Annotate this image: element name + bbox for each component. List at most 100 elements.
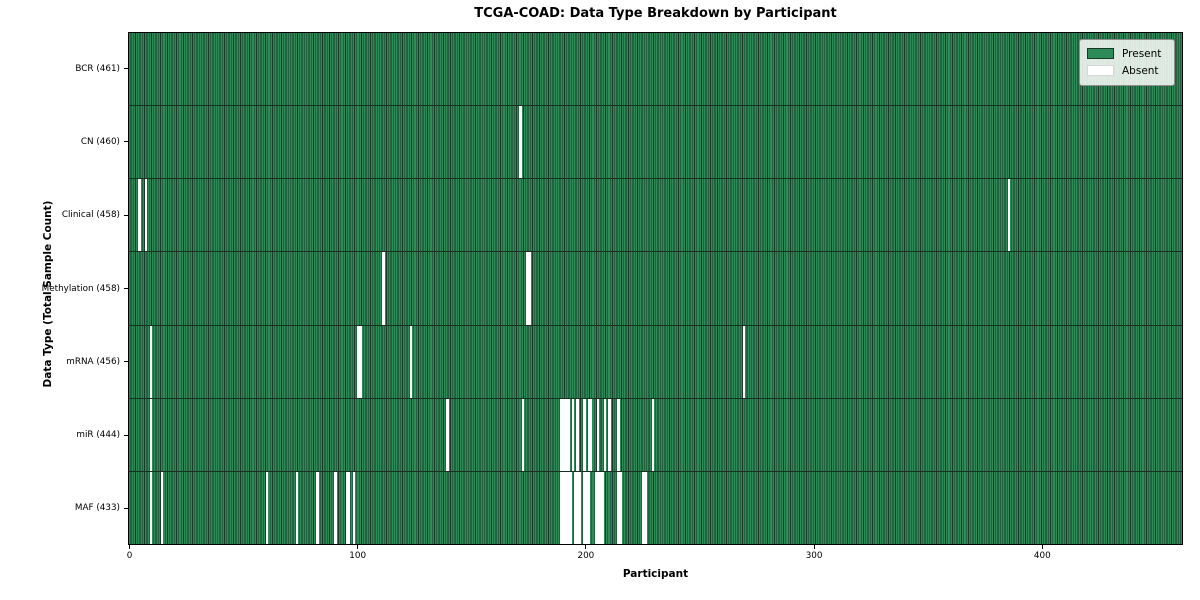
absent-gap	[619, 471, 623, 544]
x-tick-label-100: 100	[349, 551, 367, 561]
absent-gap	[589, 398, 593, 471]
absent-gap	[359, 325, 362, 398]
absent-gap	[596, 471, 600, 544]
absent-gap	[617, 398, 620, 471]
y-tick-mark	[123, 434, 128, 436]
y-tick-mark	[123, 68, 128, 70]
heatmap-rows	[129, 33, 1182, 544]
absent-gap	[587, 471, 591, 544]
x-tick-mark	[1041, 545, 1043, 549]
absent-gap	[583, 398, 586, 471]
absent-gap	[560, 398, 563, 471]
absent-gap	[576, 398, 579, 471]
y-tick-label-maf: MAF (433)	[74, 503, 120, 514]
legend-label-present: Present	[1122, 47, 1162, 60]
y-tick-label-methylation: Methylation (458)	[41, 283, 120, 294]
absent-gap	[348, 471, 351, 544]
x-tick-mark	[585, 545, 587, 549]
absent-gap	[571, 398, 575, 471]
legend-item-present: Present	[1087, 45, 1167, 62]
absent-gap	[138, 179, 141, 252]
absent-gap	[352, 471, 356, 544]
heatmap-row-cn	[129, 105, 1182, 179]
absent-gap	[526, 252, 529, 325]
absent-gap	[144, 179, 148, 252]
chart-title: TCGA-COAD: Data Type Breakdown by Partic…	[474, 6, 837, 21]
absent-gap	[316, 471, 319, 544]
absent-gap	[583, 471, 586, 544]
y-tick-label-mrna: mRNA (456)	[66, 356, 120, 367]
absent-gap	[149, 471, 152, 544]
y-tick-label-mir: miR (444)	[76, 430, 120, 441]
absent-gap	[357, 325, 360, 398]
absent-gap	[742, 325, 746, 398]
absent-gap	[601, 471, 604, 544]
absent-gap	[585, 471, 588, 544]
heatmap-row-bcr	[129, 33, 1182, 106]
absent-gap	[562, 398, 565, 471]
x-tick-label-0: 0	[126, 551, 133, 561]
legend: Present Absent	[1079, 39, 1175, 86]
heatmap-row-mir	[129, 397, 1182, 471]
absent-gap	[564, 398, 568, 471]
absent-swatch	[1087, 65, 1114, 76]
y-tick-mark	[123, 141, 128, 143]
absent-gap	[587, 398, 591, 471]
absent-gap	[446, 398, 449, 471]
y-tick-mark	[123, 288, 128, 289]
y-tick-mark	[123, 361, 128, 363]
absent-gap	[642, 471, 645, 544]
heatmap-row-mrna	[129, 324, 1182, 398]
absent-gap	[149, 325, 152, 398]
absent-gap	[528, 252, 531, 325]
absent-gap	[567, 398, 570, 471]
absent-gap	[521, 398, 524, 471]
absent-gap	[596, 398, 600, 471]
absent-gap	[617, 471, 620, 544]
heatmap-row-clinical	[129, 178, 1182, 252]
absent-gap	[382, 252, 385, 325]
absent-gap	[594, 471, 597, 544]
legend-item-absent: Absent	[1087, 62, 1167, 79]
absent-gap	[560, 471, 563, 544]
legend-label-absent: Absent	[1122, 64, 1159, 77]
absent-gap	[345, 471, 349, 544]
absent-gap	[644, 471, 648, 544]
x-tick-label-200: 200	[577, 551, 595, 561]
y-tick-mark	[123, 214, 128, 216]
absent-gap	[160, 471, 164, 544]
absent-gap	[1007, 179, 1010, 252]
heatmap-row-maf	[129, 470, 1182, 544]
x-tick-label-400: 400	[1033, 551, 1051, 561]
plot-area: Present Absent	[128, 32, 1183, 545]
absent-gap	[562, 471, 565, 544]
y-tick-label-clinical: Clinical (458)	[61, 210, 120, 221]
y-tick-label-cn: CN (460)	[80, 136, 120, 147]
x-tick-mark	[813, 545, 815, 549]
x-tick-mark	[129, 545, 130, 549]
y-tick-label-bcr: BCR (461)	[75, 63, 120, 74]
absent-gap	[564, 471, 568, 544]
absent-gap	[567, 471, 570, 544]
absent-gap	[295, 471, 298, 544]
absent-gap	[608, 398, 611, 471]
absent-gap	[578, 471, 581, 544]
absent-gap	[599, 471, 602, 544]
absent-gap	[149, 398, 152, 471]
absent-gap	[576, 471, 579, 544]
x-axis-title: Participant	[622, 568, 689, 580]
x-tick-mark	[357, 545, 359, 549]
absent-gap	[569, 471, 572, 544]
absent-gap	[651, 398, 654, 471]
absent-gap	[334, 471, 337, 544]
absent-gap	[519, 106, 522, 179]
absent-gap	[409, 325, 413, 398]
absent-gap	[265, 471, 269, 544]
x-tick-label-300: 300	[805, 551, 823, 561]
absent-gap	[573, 471, 577, 544]
heatmap-row-methylation	[129, 251, 1182, 325]
absent-gap	[603, 398, 607, 471]
y-tick-mark	[123, 507, 128, 509]
present-swatch	[1087, 48, 1114, 59]
